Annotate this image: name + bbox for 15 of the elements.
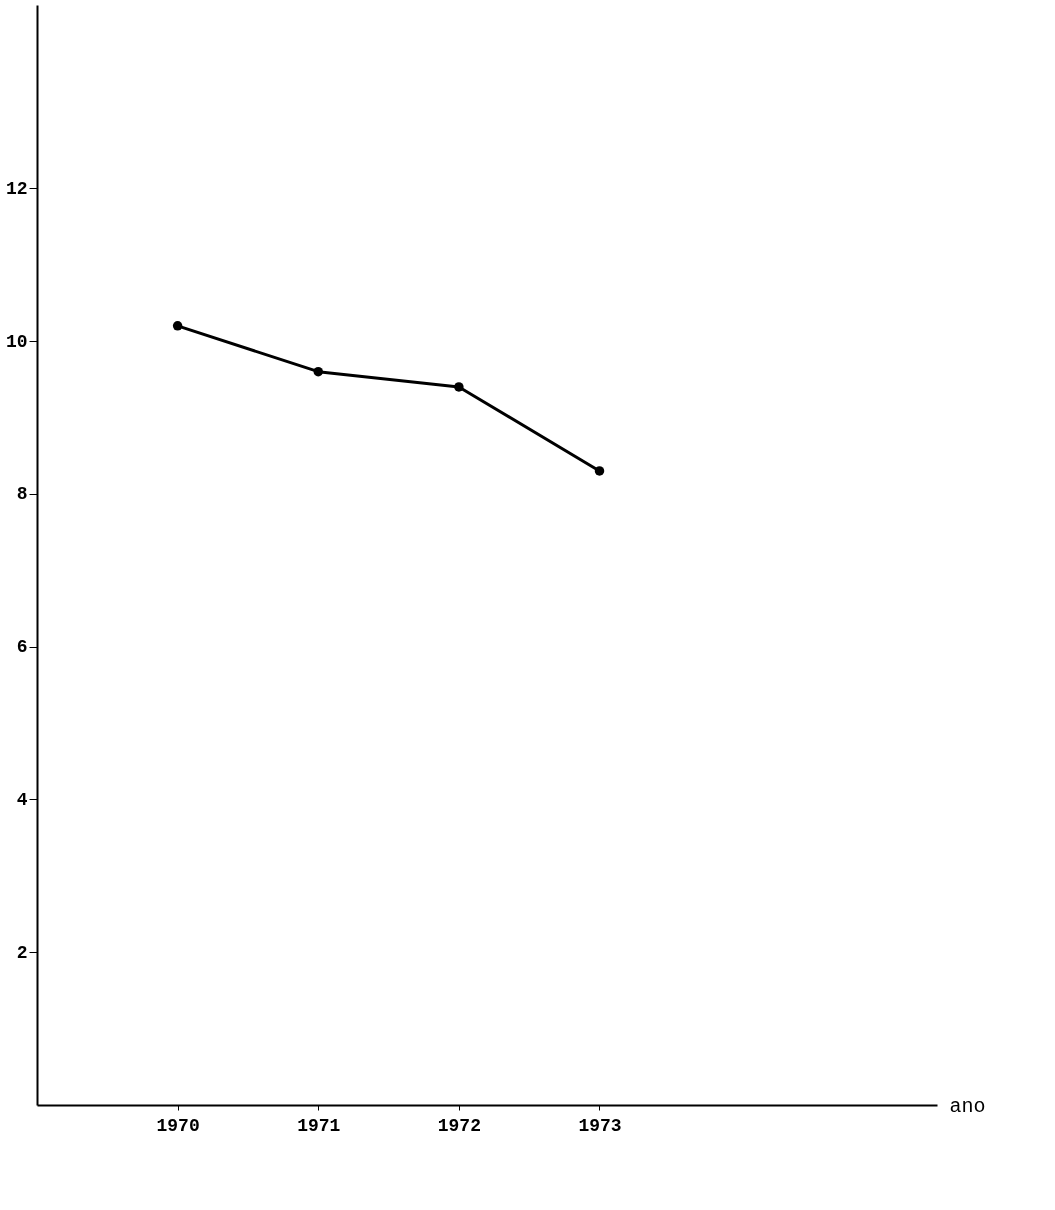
y-tick-label: 8: [16, 484, 28, 505]
y-tick-label: 6: [16, 637, 28, 658]
x-axis-title: ano: [949, 1094, 986, 1118]
y-tick-label: 10: [5, 331, 28, 352]
point: [313, 366, 323, 377]
point: [172, 321, 183, 331]
y-tick-label: 4: [16, 789, 28, 810]
x-tick-label: 1972: [437, 1115, 481, 1136]
point: [594, 466, 605, 476]
point: [454, 382, 464, 392]
x-tick-label: 1973: [578, 1115, 622, 1136]
x-tick-label: 1971: [297, 1115, 341, 1136]
y-tick-label: 12: [5, 178, 28, 199]
y-tick-label: 2: [16, 942, 28, 963]
x-tick-label: 1970: [156, 1115, 200, 1136]
